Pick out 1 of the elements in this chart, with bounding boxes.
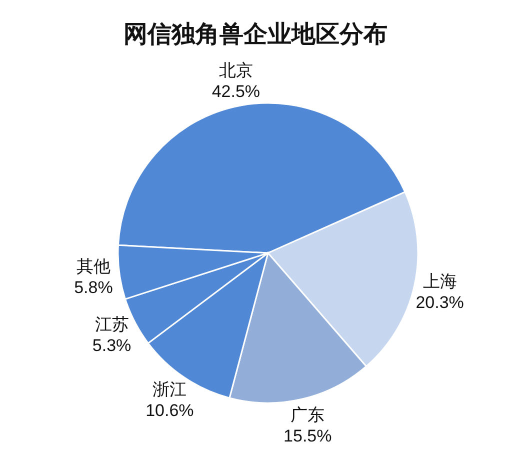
chart-title: 网信独角兽企业地区分布	[124, 21, 388, 48]
